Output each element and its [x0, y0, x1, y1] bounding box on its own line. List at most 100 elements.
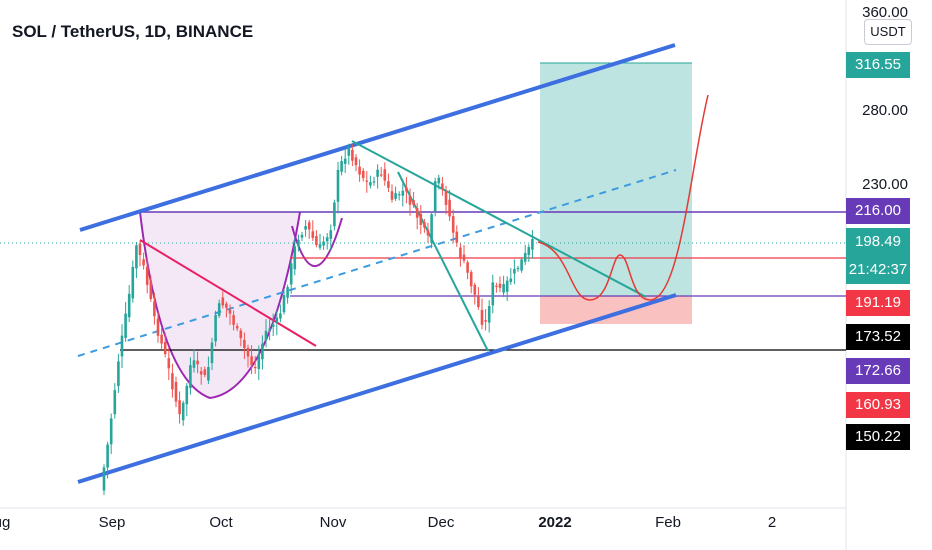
candle-body [286, 287, 289, 298]
candle-body [185, 385, 189, 405]
candle-body [113, 390, 117, 415]
candle-body [495, 285, 498, 287]
cup-curve [139, 211, 301, 400]
candle-body [329, 230, 333, 239]
candle-body [397, 194, 401, 196]
candle-body [225, 303, 228, 308]
projection-path[interactable] [537, 94, 709, 301]
candle-body [347, 147, 351, 156]
candle-body [297, 239, 300, 246]
y-tick-360: 360.00 [862, 4, 908, 21]
candle-body [419, 213, 423, 225]
candle-body [451, 216, 455, 233]
candle-body [390, 191, 394, 200]
candle-body [264, 330, 268, 340]
candle-body [426, 229, 430, 236]
x-tick-2022: 2022 [538, 514, 572, 531]
candle-body [318, 244, 322, 248]
badge-stop[interactable]: 160.93 [846, 392, 910, 418]
x-tick-oct: Oct [209, 514, 233, 531]
candle-body [509, 278, 513, 282]
candle-body [351, 149, 354, 161]
candle-body [199, 371, 203, 375]
x-tick-2: 2 [767, 514, 777, 531]
candle-body [415, 208, 419, 218]
candle-body [387, 181, 390, 188]
candle-body [178, 400, 181, 415]
candle-body [106, 444, 109, 468]
candle-body [145, 266, 149, 285]
candle-body [293, 246, 297, 270]
candle-body [376, 169, 379, 177]
badge-target[interactable]: 316.55 [846, 52, 910, 78]
badge-entry[interactable]: 191.19 [846, 290, 910, 316]
y-tick-280: 280.00 [862, 102, 908, 119]
candle-body [149, 281, 153, 299]
channel-top[interactable] [79, 43, 676, 232]
candle-body [257, 355, 261, 369]
candle-body [196, 360, 199, 365]
candle-body [235, 326, 239, 329]
channel-bottom[interactable] [77, 293, 677, 484]
candle-body [156, 318, 160, 336]
candle-body [275, 317, 279, 324]
candle-body [502, 284, 505, 293]
candle-body [469, 272, 473, 287]
currency-button[interactable]: USDT [864, 19, 912, 45]
candle-body [192, 360, 196, 368]
candle-body [315, 236, 318, 246]
candle-body [307, 222, 311, 230]
candle-body [167, 358, 171, 369]
triangle-top-line[interactable] [351, 140, 647, 298]
triangle-side-line[interactable] [397, 171, 489, 352]
candle-body [250, 356, 253, 366]
candle-body [408, 196, 412, 205]
channel-midline [77, 169, 677, 357]
candle-body [228, 309, 232, 314]
candle-body [361, 170, 365, 179]
candle-body [153, 301, 156, 317]
candle-body [279, 313, 282, 319]
candle-body [433, 181, 437, 212]
candle-body [520, 259, 523, 271]
downtrend-line-pink[interactable] [139, 239, 317, 347]
badge-172[interactable]: 172.66 [846, 358, 910, 384]
last-price-label: 198.49 [855, 233, 901, 250]
candle-body [369, 182, 372, 186]
x-tick-sep: Sep [98, 514, 126, 531]
badge-173[interactable]: 173.52 [846, 324, 910, 350]
badge-216[interactable]: 216.00 [846, 198, 910, 224]
candle-body [473, 284, 477, 295]
candle-body [322, 241, 325, 246]
candle-body [282, 295, 286, 313]
candle-body [430, 214, 433, 243]
candle-body [437, 177, 441, 184]
candle-body [516, 267, 520, 270]
x-tick-aug: ug [0, 514, 11, 531]
candle-body [448, 199, 451, 217]
x-tick-feb: Feb [655, 514, 681, 531]
candle-body [261, 343, 264, 360]
candle-body [412, 200, 415, 206]
candle-body [246, 347, 250, 357]
candle-body [405, 187, 408, 192]
position-profit-zone[interactable] [540, 63, 692, 296]
candle-body [221, 297, 225, 306]
candle-body [214, 315, 217, 342]
candle-body [487, 306, 491, 323]
candle-body [138, 243, 142, 256]
candle-body [343, 158, 347, 164]
y-tick-230: 230.00 [862, 176, 908, 193]
candle-body [455, 231, 459, 243]
position-loss-zone[interactable] [540, 296, 692, 324]
candle-body [523, 252, 527, 262]
candle-body [289, 263, 293, 285]
badge-150[interactable]: 150.22 [846, 424, 910, 450]
candle-body [109, 418, 113, 445]
candle-body [379, 174, 383, 176]
candle-body [383, 169, 387, 181]
candle-body [340, 161, 343, 172]
badge-last-price[interactable]: 198.49 21:42:37 [846, 228, 910, 284]
candle-body [163, 341, 167, 355]
